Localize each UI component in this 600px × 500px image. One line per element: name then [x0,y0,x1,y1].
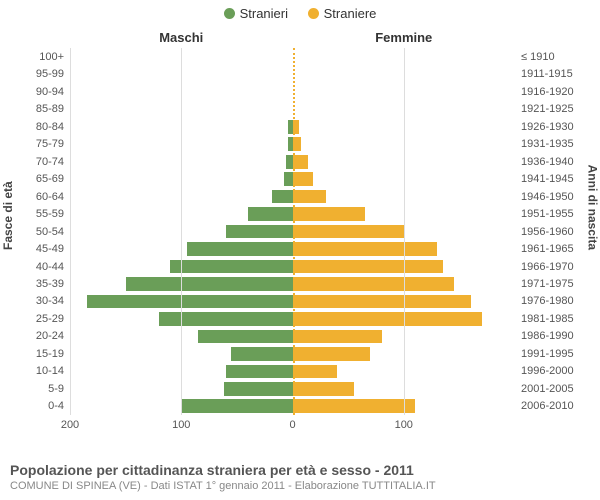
bar-female [293,190,326,204]
y-left-label: 50-54 [36,226,70,238]
y-left-label: 25-29 [36,313,70,325]
y-right-label: 2001-2005 [515,383,574,395]
y-left-label: 65-69 [36,173,70,185]
y-right-label: 1931-1935 [515,138,574,150]
y-left-label: 0-4 [48,400,70,412]
bar-female [293,347,371,361]
y-left-label: 35-39 [36,278,70,290]
y-right-label: 1986-1990 [515,330,574,342]
y-right-label: 1936-1940 [515,156,574,168]
footer-subtitle: COMUNE DI SPINEA (VE) - Dati ISTAT 1° ge… [10,480,590,492]
grid-line [181,48,182,415]
y-right-label: 1911-1915 [515,68,573,80]
y-left-label: 15-19 [36,348,70,360]
bar-female [293,172,313,186]
bar-female [293,399,415,413]
bar-male [224,382,293,396]
y-right-label: 1926-1930 [515,121,574,133]
legend-label-female: Straniere [324,6,377,21]
x-tick-label: 100 [172,419,190,431]
bar-male [126,277,293,291]
bar-female [293,260,443,274]
bar-male [187,242,293,256]
bar-female [293,207,365,221]
y-left-label: 80-84 [36,121,70,133]
y-left-label: 60-64 [36,191,70,203]
y-left-label: 10-14 [36,365,70,377]
bar-female [293,365,338,379]
y-left-label: 45-49 [36,243,70,255]
bar-female [293,330,382,344]
bar-female [293,295,471,309]
y-right-label: 1981-1985 [515,313,574,325]
bar-male [272,190,292,204]
y-right-label: 1976-1980 [515,295,574,307]
legend-item-male: Stranieri [224,6,288,21]
bar-male [181,399,292,413]
legend-item-female: Straniere [308,6,377,21]
y-right-label: 1961-1965 [515,243,574,255]
bar-male [159,312,293,326]
bar-female [293,242,438,256]
y-left-label: 30-34 [36,295,70,307]
y-left-label: 90-94 [36,86,70,98]
y-right-label: 1971-1975 [515,278,574,290]
bar-male [170,260,292,274]
y-right-label: 1966-1970 [515,261,574,273]
bar-male [231,347,292,361]
legend-label-male: Stranieri [240,6,288,21]
bar-male [226,225,293,239]
plot-area: 0-42006-20105-92001-200510-141996-200015… [70,48,515,415]
footer-title: Popolazione per cittadinanza straniera p… [10,462,590,478]
bar-male [248,207,293,221]
y-left-label: 95-99 [36,68,70,80]
y-left-label: 40-44 [36,261,70,273]
grid-line [70,48,71,415]
y-right-label: 2006-2010 [515,400,574,412]
bar-female [293,382,354,396]
y-left-label: 75-79 [36,138,70,150]
bar-male [198,330,293,344]
y-right-label: 1956-1960 [515,226,574,238]
y-right-label: 1941-1945 [515,173,574,185]
y-left-label: 85-89 [36,103,70,115]
y-left-label: 70-74 [36,156,70,168]
bar-male [284,172,293,186]
y-left-label: 5-9 [48,383,70,395]
y-right-label: 1921-1925 [515,103,574,115]
bar-female [293,312,482,326]
x-tick-label: 200 [61,419,79,431]
chart-footer: Popolazione per cittadinanza straniera p… [10,462,590,492]
population-pyramid-chart: Stranieri Straniere Maschi Femmine Fasce… [0,0,600,500]
y-left-label: 55-59 [36,208,70,220]
legend: Stranieri Straniere [0,6,600,22]
x-tick-label: 100 [395,419,413,431]
y-right-label: 1991-1995 [515,348,574,360]
grid-line [404,48,405,415]
x-tick-label: 0 [289,419,295,431]
bar-female [293,277,454,291]
y-right-label: 1996-2000 [515,365,574,377]
column-header-male: Maschi [159,30,203,45]
y-right-label: 1951-1955 [515,208,574,220]
y-right-label: 1946-1950 [515,191,574,203]
y-left-label: 20-24 [36,330,70,342]
bar-male [226,365,293,379]
legend-swatch-female [308,8,319,19]
bar-female [293,155,309,169]
y-axis-left-title: Fasce di età [1,181,15,250]
y-left-label: 100+ [39,51,70,63]
column-header-female: Femmine [375,30,432,45]
y-right-label: 1916-1920 [515,86,574,98]
bar-male [87,295,293,309]
legend-swatch-male [224,8,235,19]
center-line [293,48,295,415]
bar-male [286,155,293,169]
bar-female [293,225,404,239]
y-right-label: ≤ 1910 [515,51,555,63]
y-axis-right-title: Anni di nascita [585,165,599,250]
